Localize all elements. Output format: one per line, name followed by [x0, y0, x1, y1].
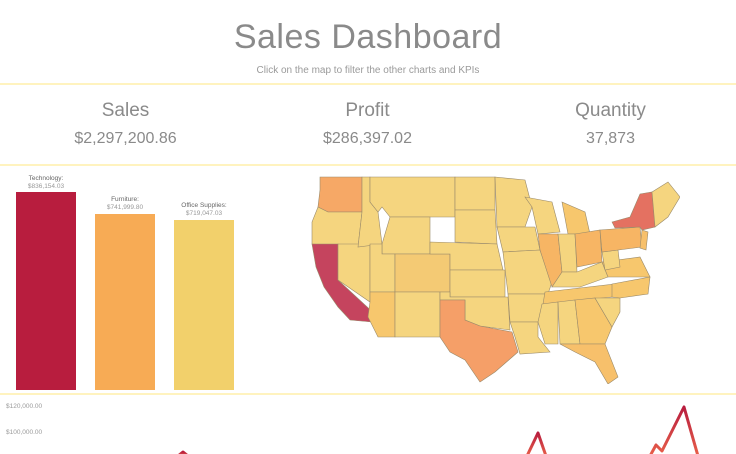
kpi-value: $286,397.02	[323, 130, 412, 147]
kpi-profit: Profit $286,397.02	[245, 100, 490, 148]
separator	[0, 393, 736, 395]
bar-label-office-supplies: Office Supplies: $719,047.03	[181, 202, 227, 217]
kpi-label: Sales	[101, 100, 150, 121]
state-texas	[439, 299, 519, 383]
page-subtitle: Click on the map to filter the other cha…	[256, 65, 480, 76]
kpi-sales: Sales $2,297,200.86	[3, 100, 248, 148]
kpi-label: Profit	[345, 100, 390, 121]
bar-label-furniture: Furniture: $741,999.80	[106, 196, 144, 211]
kpi-value: $2,297,200.86	[74, 130, 177, 147]
page-title: Sales Dashboard	[233, 18, 503, 56]
bar-technology[interactable]	[16, 192, 76, 390]
kpi-quantity: Quantity 37,873	[488, 100, 733, 148]
us-map[interactable]	[290, 172, 680, 384]
sales-line-chart[interactable]	[0, 396, 736, 454]
kpi-value: 37,873	[586, 130, 635, 147]
y-axis-tick: $100,000.00	[6, 429, 43, 436]
bar-label-technology: Technology: $836,154.03	[27, 175, 65, 190]
kpi-label: Quantity	[575, 100, 646, 121]
separator	[0, 164, 736, 166]
bar-office-supplies[interactable]	[174, 220, 234, 390]
state-washington	[317, 176, 363, 213]
separator	[0, 83, 736, 85]
bar-furniture[interactable]	[95, 214, 155, 390]
state-new-york	[611, 191, 656, 231]
y-axis-tick: $120,000.00	[6, 403, 43, 410]
